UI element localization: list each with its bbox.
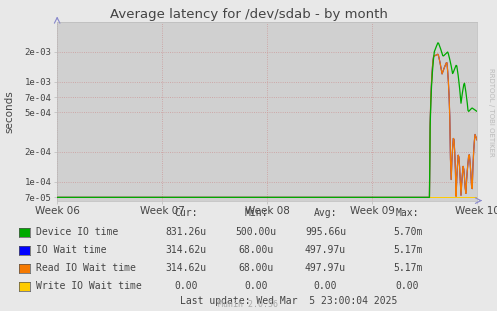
Text: 500.00u: 500.00u bbox=[236, 227, 276, 237]
Text: 497.97u: 497.97u bbox=[305, 263, 346, 273]
Text: Min:: Min: bbox=[244, 208, 268, 218]
Text: RRDTOOL / TOBI OETIKER: RRDTOOL / TOBI OETIKER bbox=[488, 67, 494, 156]
Text: 314.62u: 314.62u bbox=[166, 245, 207, 255]
Text: 5.70m: 5.70m bbox=[393, 227, 422, 237]
Text: 68.00u: 68.00u bbox=[239, 263, 273, 273]
Text: 831.26u: 831.26u bbox=[166, 227, 207, 237]
Text: Read IO Wait time: Read IO Wait time bbox=[36, 263, 136, 273]
Text: Munin 2.0.56: Munin 2.0.56 bbox=[219, 299, 278, 309]
Text: Last update: Wed Mar  5 23:00:04 2025: Last update: Wed Mar 5 23:00:04 2025 bbox=[179, 296, 397, 306]
Text: 0.00: 0.00 bbox=[174, 281, 198, 291]
Text: 314.62u: 314.62u bbox=[166, 263, 207, 273]
Text: Cur:: Cur: bbox=[174, 208, 198, 218]
Text: Avg:: Avg: bbox=[314, 208, 337, 218]
Text: Device IO time: Device IO time bbox=[36, 227, 118, 237]
Text: Average latency for /dev/sdab - by month: Average latency for /dev/sdab - by month bbox=[109, 8, 388, 21]
Text: 0.00: 0.00 bbox=[314, 281, 337, 291]
Text: Write IO Wait time: Write IO Wait time bbox=[36, 281, 142, 291]
Text: Max:: Max: bbox=[396, 208, 419, 218]
Text: 0.00: 0.00 bbox=[396, 281, 419, 291]
Text: 5.17m: 5.17m bbox=[393, 263, 422, 273]
Text: IO Wait time: IO Wait time bbox=[36, 245, 106, 255]
Text: 68.00u: 68.00u bbox=[239, 245, 273, 255]
Text: 497.97u: 497.97u bbox=[305, 245, 346, 255]
Text: 0.00: 0.00 bbox=[244, 281, 268, 291]
Text: 995.66u: 995.66u bbox=[305, 227, 346, 237]
Text: 5.17m: 5.17m bbox=[393, 245, 422, 255]
Text: seconds: seconds bbox=[4, 91, 14, 133]
